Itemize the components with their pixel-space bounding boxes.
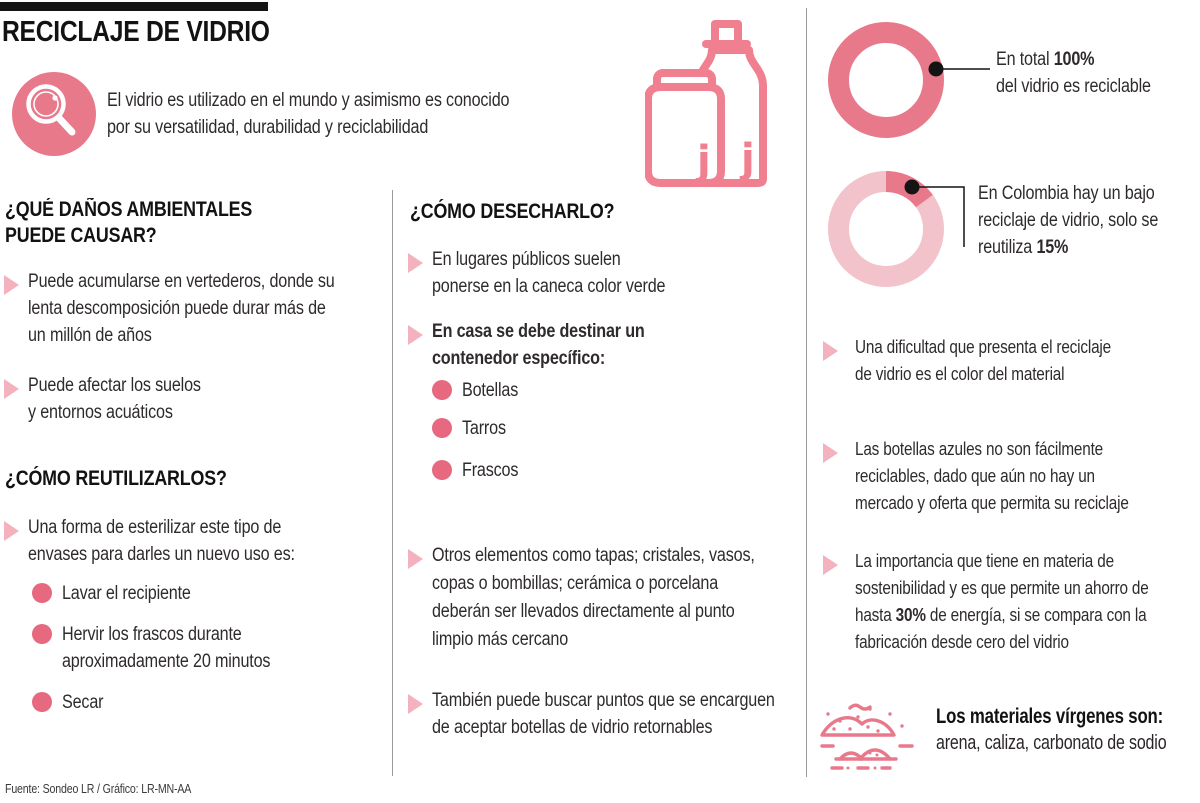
text-line: reciclables, dado que aún no hay un [855, 466, 1095, 486]
column-divider-right [806, 8, 807, 777]
right-bullet-1: Una dificultad que presenta el reciclaje… [855, 334, 1111, 388]
text-line: Hervir los frascos durante [62, 624, 242, 645]
right-bullet-2: Las botellas azules no son fácilmente re… [855, 436, 1129, 517]
text-line: En Colombia hay un bajo [978, 183, 1155, 204]
top-accent-bar [0, 2, 268, 11]
container-item-2: Tarros [462, 418, 506, 439]
sand-piles-icon [820, 700, 915, 770]
column-divider-left [392, 190, 393, 776]
container-item-3: Frascos [462, 460, 519, 481]
text-line: En lugares públicos suelen [432, 249, 621, 270]
bullet-arrow-icon [4, 521, 19, 541]
text-line: reciclaje de vidrio, solo se [978, 210, 1159, 231]
text-line: lenta descomposición puede durar más de [28, 298, 326, 319]
text-line: Una dificultad que presenta el reciclaje [855, 337, 1112, 357]
text-line: de vidrio es el color del material [855, 364, 1065, 384]
materials-detail: arena, caliza, carbonato de sodio [936, 732, 1167, 754]
bullet-arrow-icon [408, 325, 423, 345]
text-line: Puede afectar los suelos [28, 375, 201, 396]
section-title-damages: ¿QUÉ DAÑOS AMBIENTALES PUEDE CAUSAR? [5, 197, 252, 249]
text-line: del vidrio es reciclable [996, 76, 1151, 97]
damages-bullet-1: Puede acumularse en vertederos, donde su… [28, 268, 335, 349]
text-line: sostenibilidad y es que permite un ahorr… [855, 578, 1149, 598]
damages-bullet-2: Puede afectar los suelos y entornos acuá… [28, 372, 201, 426]
magnifying-glass-icon [12, 72, 96, 156]
donut-chart-colombia-reuse [828, 170, 998, 292]
bullet-arrow-icon [4, 379, 19, 399]
bullet-arrow-icon [823, 341, 838, 361]
bullet-dot-icon [32, 692, 52, 712]
container-item-1: Botellas [462, 380, 519, 401]
text-line: un millón de años [28, 325, 152, 346]
text-line: de aceptar botellas de vidrio retornable… [432, 717, 713, 738]
text-line: y entornos acuáticos [28, 402, 173, 423]
bullet-arrow-icon [408, 253, 423, 273]
section-title-disposal: ¿CÓMO DESECHARLO? [410, 200, 615, 223]
disposal-bullet-3: Otros elementos como tapas; cristales, v… [432, 542, 755, 654]
bullet-arrow-icon [4, 275, 19, 295]
text-line: ¿QUÉ DAÑOS AMBIENTALES [5, 198, 253, 221]
glass-bottle-and-jar-icon: j j [645, 13, 775, 193]
right-bullet-3: La importancia que tiene en materia de s… [855, 548, 1149, 656]
text-line: mercado y oferta que permita su reciclaj… [855, 493, 1129, 513]
text-line: fabricación desde cero del vidrio [855, 632, 1069, 652]
bullet-arrow-icon [408, 549, 423, 569]
svg-text:j: j [739, 136, 755, 182]
text-line: reutiliza 15% [978, 237, 1069, 258]
disposal-bullet-2: En casa se debe destinar un contenedor e… [432, 318, 645, 372]
text-line: limpio más cercano [432, 629, 569, 650]
bullet-arrow-icon [823, 555, 838, 575]
bullet-dot-icon [32, 624, 52, 644]
text-line: El vidrio es utilizado en el mundo y asi… [107, 90, 510, 111]
text-line: hasta 30% de energía, si se compara con … [855, 605, 1147, 625]
bullet-dot-icon [432, 380, 452, 400]
text-line: También puede buscar puntos que se encar… [432, 690, 775, 711]
text-line: ponerse en la caneca color verde [432, 276, 666, 297]
donut-total-label: En total 100% del vidrio es reciclable [996, 46, 1151, 100]
text-line: Puede acumularse en vertederos, donde su [28, 271, 335, 292]
bullet-dot-icon [432, 418, 452, 438]
reuse-bullet-1: Una forma de esterilizar este tipo de en… [28, 514, 295, 568]
bullet-dot-icon [432, 460, 452, 480]
text-line: envases para darles un nuevo uso es: [28, 544, 295, 565]
text-line: Una forma de esterilizar este tipo de [28, 517, 282, 538]
text-line: En casa se debe destinar un [432, 321, 645, 342]
text-line: La importancia que tiene en materia de [855, 551, 1114, 571]
text-line: Las botellas azules no son fácilmente [855, 439, 1104, 459]
page-title: RECICLAJE DE VIDRIO [2, 16, 270, 48]
text-line: PUEDE CAUSAR? [5, 224, 157, 247]
bullet-dot-icon [32, 583, 52, 603]
disposal-bullet-4: También puede buscar puntos que se encar… [432, 687, 775, 741]
text-line: aproximadamente 20 minutos [62, 651, 271, 672]
text-line: deberán ser llevados directamente al pun… [432, 601, 735, 622]
reuse-step-3: Secar [62, 692, 104, 713]
reuse-step-1: Lavar el recipiente [62, 583, 191, 604]
donut-chart-total-recyclable [828, 20, 998, 142]
text-line: copas o bombillas; cerámica o porcelana [432, 573, 719, 594]
donut-colombia-label: En Colombia hay un bajo reciclaje de vid… [978, 180, 1158, 261]
source-credit: Fuente: Sondeo LR / Gráfico: LR-MN-AA [5, 782, 192, 796]
text-line: por su versatilidad, durabilidad y recic… [107, 117, 429, 138]
disposal-bullet-1: En lugares públicos suelen ponerse en la… [432, 246, 666, 300]
text-line: En total 100% [996, 49, 1095, 70]
bullet-arrow-icon [408, 694, 423, 714]
section-title-reuse: ¿CÓMO REUTILIZARLOS? [5, 467, 227, 490]
svg-text:j: j [695, 138, 711, 184]
reuse-step-2: Hervir los frascos durante aproximadamen… [62, 621, 271, 675]
magnifying-glass-glyph [26, 84, 76, 136]
materials-title: Los materiales vírgenes son: [936, 705, 1164, 728]
intro-text: El vidrio es utilizado en el mundo y asi… [107, 87, 510, 141]
bullet-arrow-icon [823, 443, 838, 463]
text-line: Otros elementos como tapas; cristales, v… [432, 545, 755, 566]
text-line: contenedor específico: [432, 348, 606, 369]
